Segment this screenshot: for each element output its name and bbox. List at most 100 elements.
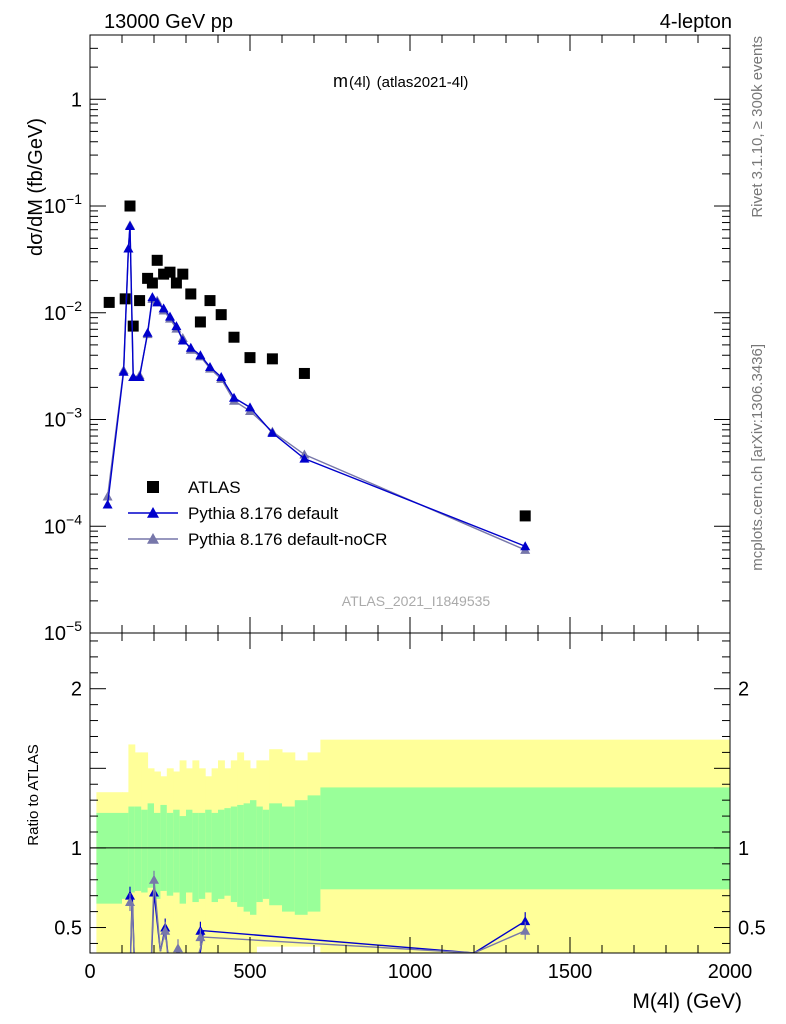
ratio-band-inner xyxy=(134,806,142,891)
default-series-line xyxy=(106,225,526,547)
atlas-data-point xyxy=(127,320,139,332)
ratio-plot-layer xyxy=(125,870,531,953)
nocr-ratio-point xyxy=(173,943,183,953)
atlas-data-point xyxy=(134,295,146,307)
default-series-point xyxy=(171,321,182,331)
default-series-point xyxy=(134,372,145,382)
x-tick-label: 0 xyxy=(84,961,95,983)
atlas-data-point xyxy=(215,309,227,321)
legend: ATLAS Pythia 8.176 default Pythia 8.176 de… xyxy=(128,478,387,549)
atlas-data-point xyxy=(103,296,115,308)
y-tick-label-exp: −5 xyxy=(66,618,82,634)
ratio-band-inner xyxy=(237,804,245,907)
x-axis-label: M(4l) (GeV) xyxy=(632,990,742,1013)
default-series-point xyxy=(123,243,134,253)
default-series-point xyxy=(299,453,310,463)
watermark: ATLAS_2021_I1849535 xyxy=(342,593,491,609)
default-series-point xyxy=(520,541,531,551)
default-series-point xyxy=(142,327,153,337)
y-tick-label-ratio: 2 xyxy=(71,679,82,701)
default-series-point xyxy=(165,311,175,321)
legend-marker-atlas xyxy=(147,481,159,493)
y-tick-label-base: 10 xyxy=(44,303,66,325)
legend-label: ATLAS xyxy=(188,478,241,497)
plot-title-tag: (atlas2021-4l) xyxy=(377,74,469,91)
default-series-point xyxy=(195,350,206,360)
atlas-data-point xyxy=(519,510,531,522)
y-tick-label-ratio-right: 2 xyxy=(738,679,749,701)
default-series-point xyxy=(147,292,158,302)
atlas-data-point xyxy=(244,352,256,364)
main-plot-layer xyxy=(102,200,531,554)
default-series-point xyxy=(152,297,163,307)
y-axis-label-main: dσ/dM (fb/GeV) xyxy=(25,118,47,256)
ratio-band-inner xyxy=(294,800,309,915)
ratio-band-inner xyxy=(224,808,232,896)
atlas-data-point xyxy=(158,268,170,280)
legend-marker-triangle xyxy=(147,507,159,518)
default-series-point xyxy=(102,499,113,509)
y-tick-label-main: 10−3 xyxy=(44,405,82,432)
atlas-data-point xyxy=(266,353,278,365)
y-tick-label-base: 10 xyxy=(44,623,66,645)
ratio-band-inner xyxy=(269,803,283,906)
atlas-data-point xyxy=(146,277,158,289)
nocr-ratio-point xyxy=(160,925,171,935)
y-tick-label-base: 1 xyxy=(71,89,82,111)
atlas-data-point xyxy=(119,293,131,305)
ratio-band-inner xyxy=(166,812,174,896)
default-series-point xyxy=(205,362,215,372)
atlas-data-point xyxy=(124,200,136,212)
x-tick-label: 2000 xyxy=(708,961,753,983)
ratio-band-inner xyxy=(320,787,730,890)
plot-title-sub: (4l) xyxy=(349,74,371,91)
ratio-band-inner xyxy=(256,806,264,903)
header-left: 13000 GeV pp xyxy=(104,11,233,33)
ratio-band-inner xyxy=(262,809,270,899)
ratio-band-inner xyxy=(128,806,136,893)
atlas-data-point xyxy=(204,295,216,307)
ratio-bands xyxy=(96,739,730,953)
ratio-band-inner xyxy=(205,809,213,893)
atlas-data-point xyxy=(177,268,189,280)
default-series-point xyxy=(229,392,239,402)
axis-tick-labels: 110−110−210−310−410−50 500 1000 1500 20000.5… xyxy=(44,89,766,983)
y-tick-label-main: 10−5 xyxy=(44,618,82,645)
plot-title-main: m xyxy=(333,71,348,91)
plot-title: m(4l) (atlas2021-4l) xyxy=(333,71,468,91)
ratio-band-inner xyxy=(186,809,193,893)
ratio-band-inner xyxy=(307,795,321,912)
y-axis-label-ratio: Ratio to ATLAS xyxy=(25,744,42,845)
ratio-band-inner xyxy=(154,812,161,899)
y-tick-label-main: 10−4 xyxy=(44,511,82,538)
y-tick-label-ratio-right: 1 xyxy=(738,838,749,860)
ratio-band-inner xyxy=(147,803,155,888)
y-tick-label-main: 10−2 xyxy=(44,298,82,325)
legend-marker-triangle xyxy=(147,533,159,544)
default-series-point xyxy=(245,402,255,412)
nocr-ratio-point xyxy=(125,897,135,907)
atlas-data-point xyxy=(185,288,197,300)
side-text-rivet: Rivet 3.1.10, ≥ 300k events xyxy=(749,36,766,218)
y-tick-label-exp: −4 xyxy=(66,511,82,527)
default-series-point xyxy=(177,335,188,345)
ratio-band-inner xyxy=(243,803,251,912)
ratio-band-inner xyxy=(173,809,181,893)
default-series-point xyxy=(158,303,169,313)
header-right: 4-lepton xyxy=(660,11,732,33)
default-series-point xyxy=(185,342,196,352)
ratio-band-inner xyxy=(218,809,225,899)
y-tick-label-exp: −1 xyxy=(66,191,82,207)
default-series-point xyxy=(118,366,129,376)
ratio-band-inner xyxy=(211,812,219,903)
nocr-series-point xyxy=(102,491,113,501)
legend-label: Pythia 8.176 default xyxy=(188,504,339,523)
ratio-band-inner xyxy=(122,812,129,899)
y-tick-label-main: 1 xyxy=(71,89,82,111)
y-tick-label-base: 10 xyxy=(44,196,66,218)
y-tick-label-exp: −3 xyxy=(66,405,82,421)
ratio-band-inner xyxy=(250,800,257,915)
y-tick-label-base: 10 xyxy=(44,516,66,538)
y-tick-label-ratio-right: 0.5 xyxy=(738,918,766,940)
